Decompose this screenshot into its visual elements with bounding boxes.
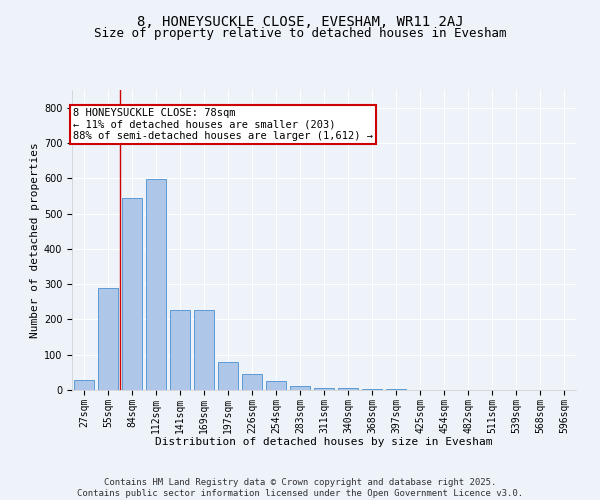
Text: Size of property relative to detached houses in Evesham: Size of property relative to detached ho… [94,28,506,40]
Text: 8, HONEYSUCKLE CLOSE, EVESHAM, WR11 2AJ: 8, HONEYSUCKLE CLOSE, EVESHAM, WR11 2AJ [137,15,463,29]
Bar [146,180,166,390]
Bar [170,310,190,390]
Bar [290,386,310,390]
Text: 8 HONEYSUCKLE CLOSE: 78sqm
← 11% of detached houses are smaller (203)
88% of sem: 8 HONEYSUCKLE CLOSE: 78sqm ← 11% of deta… [73,108,373,141]
Bar [338,388,358,390]
Bar [242,374,262,390]
Bar [266,381,286,390]
Bar [194,310,214,390]
Bar [362,389,382,390]
Bar [122,198,142,390]
Y-axis label: Number of detached properties: Number of detached properties [29,142,40,338]
Text: Contains HM Land Registry data © Crown copyright and database right 2025.
Contai: Contains HM Land Registry data © Crown c… [77,478,523,498]
Bar [74,380,94,390]
Bar [98,288,118,390]
Bar [314,388,334,390]
Bar [218,362,238,390]
X-axis label: Distribution of detached houses by size in Evesham: Distribution of detached houses by size … [155,437,493,447]
